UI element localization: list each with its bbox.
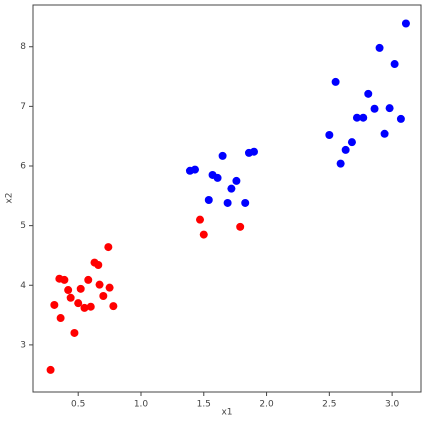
x-tick-label: 2.5 bbox=[322, 400, 336, 410]
point bbox=[396, 114, 405, 123]
point bbox=[370, 104, 379, 113]
point bbox=[331, 77, 340, 86]
point bbox=[46, 365, 55, 374]
point bbox=[94, 260, 103, 269]
point bbox=[218, 151, 227, 160]
point bbox=[105, 283, 114, 292]
point bbox=[56, 314, 65, 323]
point bbox=[232, 176, 241, 185]
point bbox=[86, 302, 95, 311]
point bbox=[249, 147, 258, 156]
x-axis-label: x1 bbox=[221, 408, 232, 418]
point bbox=[347, 138, 356, 147]
point bbox=[325, 130, 334, 139]
y-tick-label: 5 bbox=[20, 221, 26, 231]
point bbox=[60, 275, 69, 284]
point bbox=[223, 198, 232, 207]
point bbox=[390, 60, 399, 69]
point bbox=[401, 19, 410, 28]
point bbox=[364, 89, 373, 98]
point bbox=[109, 302, 118, 311]
y-tick-label: 7 bbox=[20, 102, 26, 112]
point bbox=[236, 222, 245, 231]
plot-frame bbox=[32, 4, 422, 393]
point bbox=[190, 165, 199, 174]
point bbox=[375, 43, 384, 52]
point bbox=[95, 280, 104, 289]
point bbox=[204, 195, 213, 204]
point bbox=[66, 293, 75, 302]
point bbox=[80, 303, 89, 312]
point bbox=[99, 291, 108, 300]
point bbox=[380, 129, 389, 138]
x-tick-label: 3.0 bbox=[385, 400, 400, 410]
point bbox=[341, 145, 350, 154]
x-tick-label: 1.5 bbox=[197, 400, 211, 410]
point bbox=[199, 230, 208, 239]
y-axis-label: x2 bbox=[5, 192, 15, 203]
x-tick-label: 1.0 bbox=[134, 400, 149, 410]
point bbox=[76, 284, 85, 293]
point bbox=[50, 300, 59, 309]
point bbox=[385, 104, 394, 113]
point bbox=[227, 184, 236, 193]
point bbox=[352, 113, 361, 122]
y-tick-label: 4 bbox=[20, 281, 26, 291]
x-tick-label: 0.5 bbox=[71, 400, 85, 410]
point bbox=[70, 328, 79, 337]
point bbox=[84, 275, 93, 284]
point bbox=[74, 299, 83, 308]
point bbox=[241, 198, 250, 207]
point bbox=[196, 215, 205, 224]
y-tick-label: 6 bbox=[20, 162, 26, 172]
y-tick-label: 8 bbox=[20, 42, 26, 52]
x-tick-label: 2.0 bbox=[259, 400, 274, 410]
point bbox=[359, 113, 368, 122]
point bbox=[64, 286, 73, 295]
point bbox=[213, 173, 222, 182]
point bbox=[336, 159, 345, 168]
y-tick-label: 3 bbox=[20, 340, 26, 350]
point bbox=[104, 243, 113, 252]
